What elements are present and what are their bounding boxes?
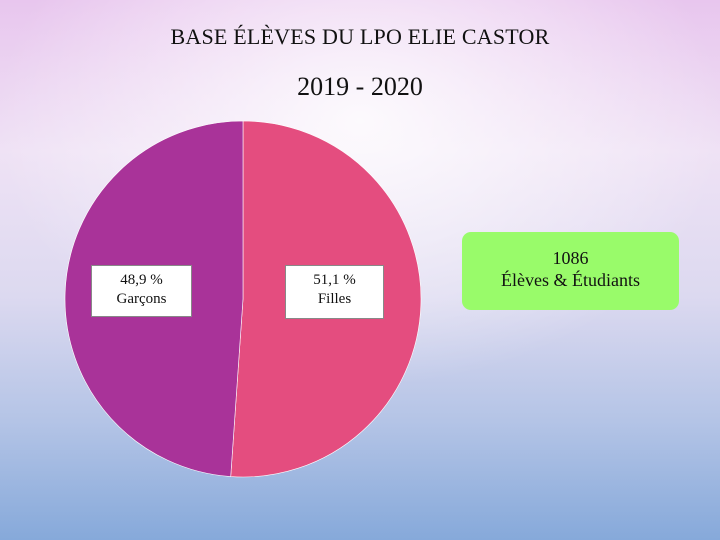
chart-title: BASE ÉLÈVES DU LPO ELIE CASTOR bbox=[170, 24, 550, 49]
filles-label-box: 51,1 % Filles bbox=[285, 265, 384, 319]
filles-label: Filles bbox=[317, 291, 352, 307]
total-label: Élèves & Étudiants bbox=[501, 270, 640, 290]
chart-subtitle: 2019 - 2020 bbox=[297, 72, 423, 101]
garcons-label-box: 48,9 % Garçons bbox=[91, 265, 192, 317]
total-count: 1086 bbox=[552, 248, 589, 268]
total-students-box: 1086 Élèves & Étudiants bbox=[462, 232, 679, 310]
filles-value: 51,1 % bbox=[313, 272, 356, 288]
garcons-label: Garçons bbox=[116, 291, 167, 307]
garcons-value: 48,9 % bbox=[120, 272, 163, 288]
